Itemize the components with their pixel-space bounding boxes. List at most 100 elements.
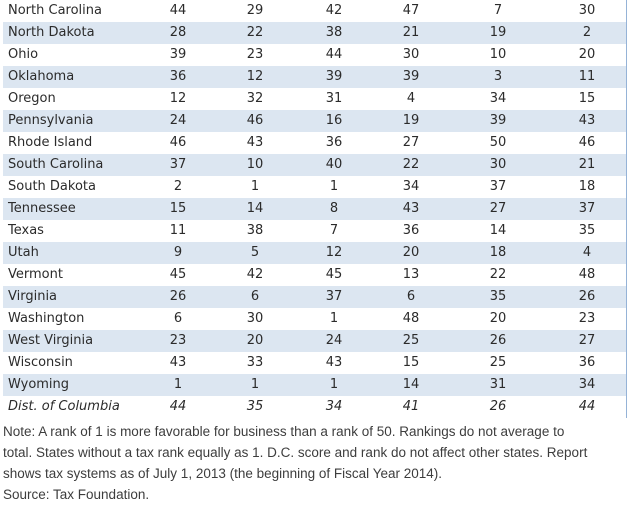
state-name-cell: Vermont [8,267,63,282]
rank-cell: 20 [489,311,507,326]
table-row: Washington 6 30 1 48 20 23 [3,308,626,330]
rank-cell: 18 [489,245,507,260]
state-name-cell: Pennsylvania [8,113,94,128]
rank-cell: 15 [578,91,596,106]
state-name-cell: Utah [8,245,39,260]
rank-cell: 39 [489,113,507,128]
rank-cell: 25 [489,355,507,370]
state-name-cell: Oklahoma [8,69,75,84]
rank-cell: 1 [250,377,260,392]
state-name-cell: Virginia [8,289,58,304]
note-line: total. States without a tax rank equally… [3,445,588,460]
rank-cell: 43 [246,135,264,150]
rank-cell: 1 [329,311,339,326]
rank-cell: 50 [489,135,507,150]
rank-cell: 1 [329,179,339,194]
rank-cell: 12 [246,69,264,84]
rank-cell: 12 [169,91,187,106]
state-name-cell: Texas [8,223,44,238]
rank-cell: 1 [250,179,260,194]
state-name-cell: West Virginia [8,333,94,348]
rank-cell: 1 [173,377,183,392]
rank-cell: 21 [578,157,596,172]
rank-cell: 29 [246,3,264,18]
rank-cell: 26 [489,333,507,348]
rank-cell: 30 [489,157,507,172]
rank-cell: 35 [246,399,264,414]
rank-cell: 14 [246,201,264,216]
rank-cell: 19 [402,113,420,128]
state-name-cell: Tennessee [8,201,76,216]
table-row: Rhode Island 46 43 36 27 50 46 [3,132,626,154]
table-row: Oregon 12 32 31 4 34 15 [3,88,626,110]
table-row: Wyoming 1 1 1 14 31 34 [3,374,626,396]
table-row: Oklahoma 36 12 39 39 3 11 [3,66,626,88]
rank-cell: 42 [246,267,264,282]
rank-cell: 46 [246,113,264,128]
rank-cell: 28 [169,25,187,40]
rank-cell: 43 [169,355,187,370]
rank-cell: 34 [489,91,507,106]
rank-cell: 18 [578,179,596,194]
rank-cell: 36 [325,135,343,150]
table-row: North Carolina 44 29 42 47 7 30 [3,0,626,22]
rank-cell: 26 [489,399,507,414]
rank-cell: 1 [329,377,339,392]
table-row: Texas 11 38 7 36 14 35 [3,220,626,242]
rank-cell: 35 [489,289,507,304]
table-row: Utah 9 5 12 20 18 4 [3,242,626,264]
state-name-cell: Dist. of Columbia [8,399,120,414]
rank-cell: 14 [489,223,507,238]
rank-cell: 10 [489,47,507,62]
rank-cell: 20 [402,245,420,260]
rank-cell: 7 [329,223,339,238]
rank-cell: 46 [578,135,596,150]
rank-cell: 22 [489,267,507,282]
rank-cell: 31 [489,377,507,392]
rank-cell: 25 [402,333,420,348]
rank-cell: 23 [578,311,596,326]
rank-cell: 42 [325,3,343,18]
rank-cell: 40 [325,157,343,172]
rank-cell: 30 [578,3,596,18]
rank-cell: 23 [246,47,264,62]
rank-cell: 44 [325,47,343,62]
source-line: Source: Tax Foundation. [3,487,150,502]
state-name-cell: Wisconsin [8,355,73,370]
rank-cell: 39 [325,69,343,84]
rank-cell: 26 [169,289,187,304]
rank-cell: 11 [578,69,596,84]
rank-cell: 19 [489,25,507,40]
rank-cell: 44 [578,399,596,414]
table-row: Vermont 45 42 45 13 22 48 [3,264,626,286]
rank-cell: 3 [493,69,503,84]
rank-cell: 26 [578,289,596,304]
rank-cell: 24 [169,113,187,128]
table-row: Dist. of Columbia 44 35 34 41 26 44 [3,396,626,418]
rank-cell: 38 [325,25,343,40]
rank-cell: 47 [402,3,420,18]
state-name-cell: Oregon [8,91,56,106]
rank-cell: 15 [402,355,420,370]
rank-cell: 30 [402,47,420,62]
rank-cell: 43 [402,201,420,216]
rank-cell: 8 [329,201,339,216]
rank-cell: 16 [325,113,343,128]
rank-cell: 2 [173,179,183,194]
table-row: Pennsylvania 24 46 16 19 39 43 [3,110,626,132]
note-line: Note: A rank of 1 is more favorable for … [3,424,565,439]
rank-cell: 27 [489,201,507,216]
table-row: South Dakota 2 1 1 34 37 18 [3,176,626,198]
state-name-cell: Rhode Island [8,135,93,150]
state-name-cell: Ohio [8,47,39,62]
rank-cell: 38 [246,223,264,238]
rank-cell: 13 [402,267,420,282]
state-name-cell: Wyoming [8,377,70,392]
state-name-cell: North Carolina [8,3,102,18]
rank-cell: 22 [246,25,264,40]
rank-cell: 20 [578,47,596,62]
state-name-cell: South Dakota [8,179,96,194]
rank-cell: 41 [402,399,420,414]
rank-cell: 35 [578,223,596,238]
rank-cell: 24 [325,333,343,348]
